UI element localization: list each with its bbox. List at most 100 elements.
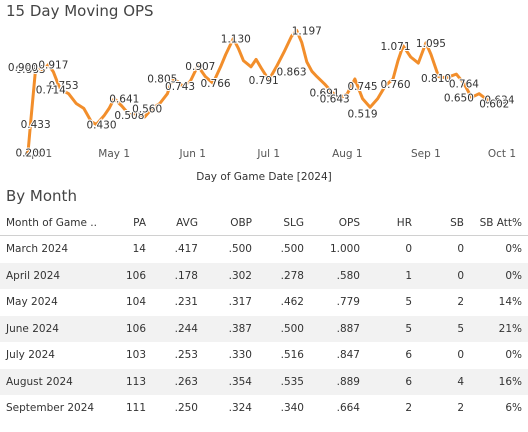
stat-cell: 6 <box>405 375 412 388</box>
stat-cell: 2 <box>457 296 464 309</box>
stat-cell: .516 <box>280 349 304 362</box>
column-header[interactable]: PA <box>133 217 146 229</box>
data-label: 0.743 <box>165 81 195 93</box>
column-header[interactable]: SB <box>450 217 464 229</box>
table-row: April 2024 106 .178 .302 .278 .580 1 0 0% <box>0 262 528 289</box>
stat-cell: .887 <box>336 322 360 335</box>
table-row: August 2024 113 .263 .354 .535 .889 6 4 16% <box>0 368 528 395</box>
column-header[interactable]: Month of Game .. <box>6 217 97 229</box>
data-label: 0.430 <box>86 119 116 131</box>
stat-cell: 1.000 <box>329 243 360 256</box>
data-label: 0.863 <box>277 66 307 78</box>
stat-cell: 21% <box>498 322 522 335</box>
stat-cell: .664 <box>336 402 360 415</box>
stat-cell: .302 <box>228 269 252 282</box>
stat-cell: 0 <box>457 243 464 256</box>
stat-cell: 103 <box>125 349 146 362</box>
data-label: 0.641 <box>109 94 139 106</box>
data-label: 0.519 <box>348 108 378 120</box>
x-tick-label: Jul 1 <box>256 148 280 160</box>
x-tick-label: Sep 1 <box>411 148 441 160</box>
x-tick-label: Jun 1 <box>179 148 206 160</box>
month-cell: April 2024 <box>6 269 61 282</box>
stat-cell: .889 <box>336 375 360 388</box>
data-label: 1.071 <box>380 41 410 53</box>
data-label: 1.197 <box>292 25 322 37</box>
data-label: 1.130 <box>221 34 251 46</box>
data-label: 0.766 <box>201 78 231 90</box>
data-label: 0.433 <box>21 119 51 131</box>
stat-cell: 104 <box>125 296 146 309</box>
stat-cell: 5 <box>405 296 412 309</box>
stat-cell: 106 <box>125 269 146 282</box>
table-row: May 2024 104 .231 .317 .462 .779 5 2 14% <box>0 289 528 316</box>
x-tick-label: May 1 <box>98 148 130 160</box>
stat-cell: 113 <box>125 375 146 388</box>
column-header[interactable]: SLG <box>283 217 304 229</box>
stat-cell: 0% <box>505 349 522 362</box>
data-label: 0.907 <box>185 61 215 73</box>
data-label: 0.760 <box>380 79 410 91</box>
table-row: September 2024 111 .250 .324 .340 .664 2 2 6% <box>0 395 528 422</box>
data-label: 0.634 <box>484 94 514 106</box>
stat-cell: 0 <box>457 269 464 282</box>
data-label: 0.745 <box>348 81 378 93</box>
table-row: July 2024 103 .253 .330 .516 .847 6 0 0% <box>0 342 528 369</box>
data-label: 0.791 <box>249 75 279 87</box>
stat-cell: 16% <box>498 375 522 388</box>
data-label: 0.764 <box>449 78 479 90</box>
column-header[interactable]: HR <box>396 217 412 229</box>
stat-cell: .847 <box>336 349 360 362</box>
plot-area: Apr 1 May 1 Jun 1 Jul 1 Aug 1 Sep 1 Oct 1 0.200… <box>7 24 520 161</box>
stat-cell: 5 <box>457 322 464 335</box>
ops-line-chart: Apr 1 May 1 Jun 1 Jul 1 Aug 1 Sep 1 Oct 1 0.200… <box>7 24 520 183</box>
data-label: 0.508 <box>114 110 144 122</box>
stat-cell: .253 <box>174 349 198 362</box>
data-label: 0.643 <box>320 93 350 105</box>
data-label: 0.602 <box>479 98 509 110</box>
stat-cell: .250 <box>174 402 198 415</box>
stat-cell: .500 <box>228 243 252 256</box>
table-header-row: Month of Game .. PA AVG OBP SLG OPS HR SB SB Att… <box>0 211 528 236</box>
stat-cell: .178 <box>174 269 198 282</box>
stat-cell: .417 <box>174 243 198 256</box>
stat-cell: 2 <box>405 402 412 415</box>
stat-cell: .462 <box>280 296 304 309</box>
x-tick-label: Apr 1 <box>24 148 52 160</box>
month-cell: March 2024 <box>6 243 69 256</box>
stat-cell: .278 <box>280 269 304 282</box>
stat-cell: .324 <box>228 402 252 415</box>
stat-cell: 106 <box>125 322 146 335</box>
table-body: March 2024 14.417.500.500 1.000 0 0 0% April 2… <box>0 236 528 422</box>
stat-cell: 14% <box>498 296 522 309</box>
data-label: 0.900 <box>8 62 38 74</box>
stat-cell: 6 <box>405 349 412 362</box>
stat-cell: .779 <box>336 296 360 309</box>
table-title: By Month <box>6 187 77 205</box>
stat-cell: 2 <box>457 402 464 415</box>
stat-cell: 0 <box>405 243 412 256</box>
stat-cell: .535 <box>280 375 304 388</box>
stat-cell: .580 <box>336 269 360 282</box>
data-label: 0.810 <box>421 73 451 85</box>
data-label: 0.753 <box>48 80 78 92</box>
chart-title: 15 Day Moving OPS <box>6 2 154 20</box>
column-header[interactable]: OBP <box>230 217 252 229</box>
stat-cell: .231 <box>174 296 198 309</box>
table-row: March 2024 14 .417 .500 .500 1.000 0 0 0% <box>0 236 528 263</box>
stat-cell: .317 <box>228 296 252 309</box>
x-tick-label: Aug 1 <box>332 148 363 160</box>
stat-cell: .354 <box>228 375 252 388</box>
month-cell: June 2024 <box>6 322 59 335</box>
stat-cell: .387 <box>228 322 252 335</box>
data-label: 1.095 <box>416 38 446 50</box>
data-label: 0.714 <box>36 85 66 97</box>
stat-cell: 0% <box>505 269 522 282</box>
stat-cell: 5 <box>405 322 412 335</box>
column-header[interactable]: AVG <box>176 217 198 229</box>
data-label: 0.560 <box>132 103 162 115</box>
month-cell: July 2024 <box>6 349 55 362</box>
stat-cell: 1 <box>405 269 412 282</box>
column-header[interactable]: SB Att% <box>479 217 522 229</box>
column-header[interactable]: OPS <box>338 217 360 229</box>
